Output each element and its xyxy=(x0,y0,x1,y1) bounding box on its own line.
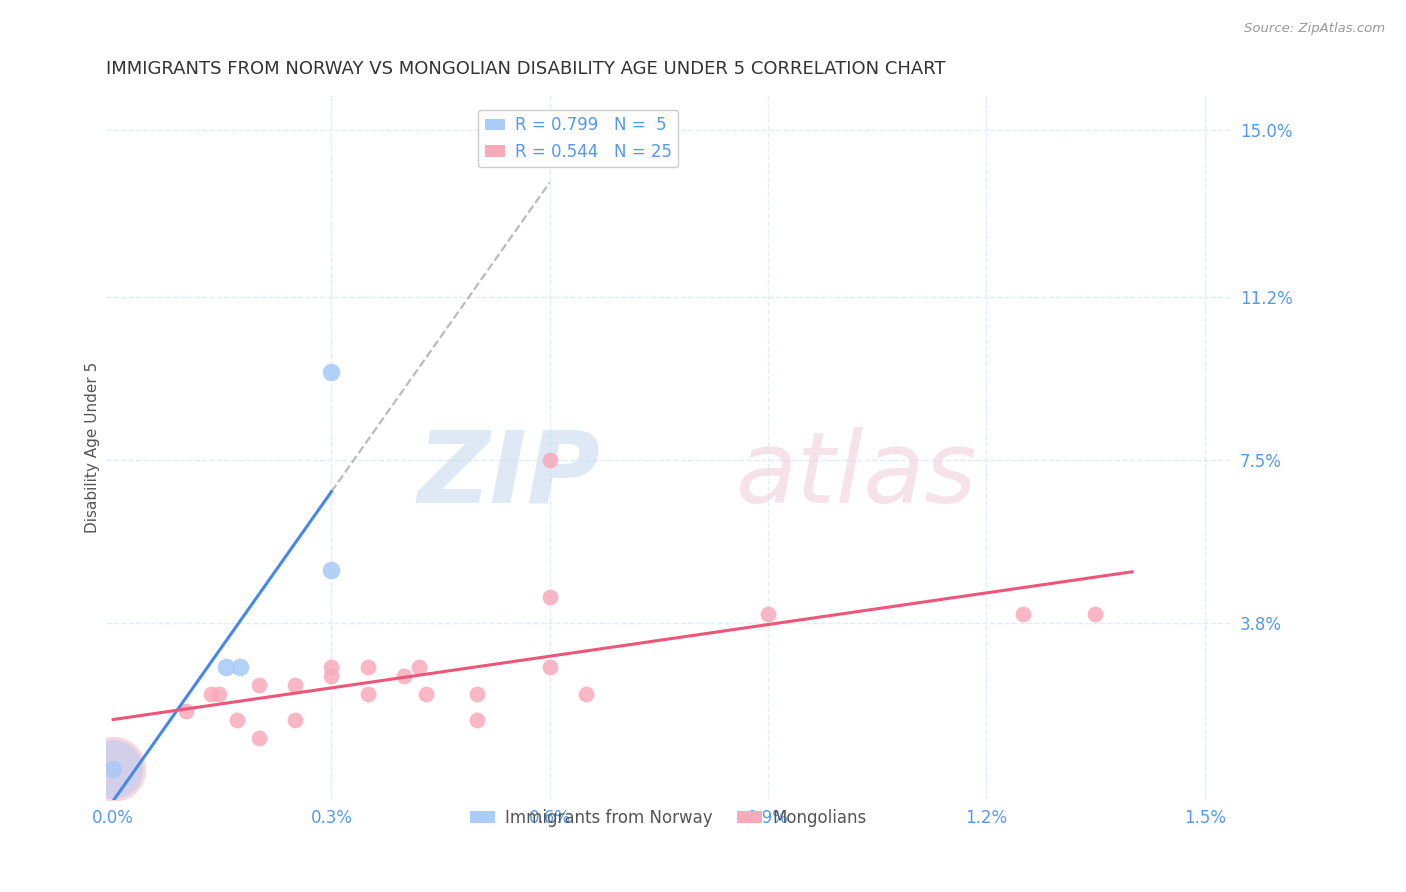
Point xyxy=(247,678,270,692)
Point xyxy=(538,453,561,467)
Text: Source: ZipAtlas.com: Source: ZipAtlas.com xyxy=(1244,22,1385,36)
Point xyxy=(101,762,124,776)
Point xyxy=(284,713,307,727)
Point xyxy=(174,705,197,719)
Point xyxy=(101,762,124,776)
Point xyxy=(357,687,380,701)
Point xyxy=(357,660,380,674)
Point xyxy=(1011,607,1033,622)
Point xyxy=(392,669,415,683)
Point xyxy=(321,669,343,683)
Text: atlas: atlas xyxy=(735,426,977,524)
Point xyxy=(225,713,247,727)
Point xyxy=(756,607,779,622)
Point xyxy=(321,563,343,577)
Point xyxy=(321,660,343,674)
Point xyxy=(465,713,488,727)
Point xyxy=(538,590,561,604)
Point xyxy=(101,762,124,776)
Point xyxy=(208,687,231,701)
Point xyxy=(101,762,124,776)
Point xyxy=(1084,607,1107,622)
Point xyxy=(215,660,238,674)
Legend: Immigrants from Norway, Mongolians: Immigrants from Norway, Mongolians xyxy=(463,802,873,833)
Point xyxy=(284,678,307,692)
Point xyxy=(229,660,252,674)
Point xyxy=(408,660,430,674)
Point xyxy=(415,687,437,701)
Point xyxy=(200,687,222,701)
Point xyxy=(575,687,598,701)
Point xyxy=(321,365,343,379)
Text: IMMIGRANTS FROM NORWAY VS MONGOLIAN DISABILITY AGE UNDER 5 CORRELATION CHART: IMMIGRANTS FROM NORWAY VS MONGOLIAN DISA… xyxy=(105,60,945,78)
Point xyxy=(465,687,488,701)
Point xyxy=(538,660,561,674)
Y-axis label: Disability Age Under 5: Disability Age Under 5 xyxy=(86,361,100,533)
Point xyxy=(247,731,270,745)
Text: ZIP: ZIP xyxy=(418,426,600,524)
